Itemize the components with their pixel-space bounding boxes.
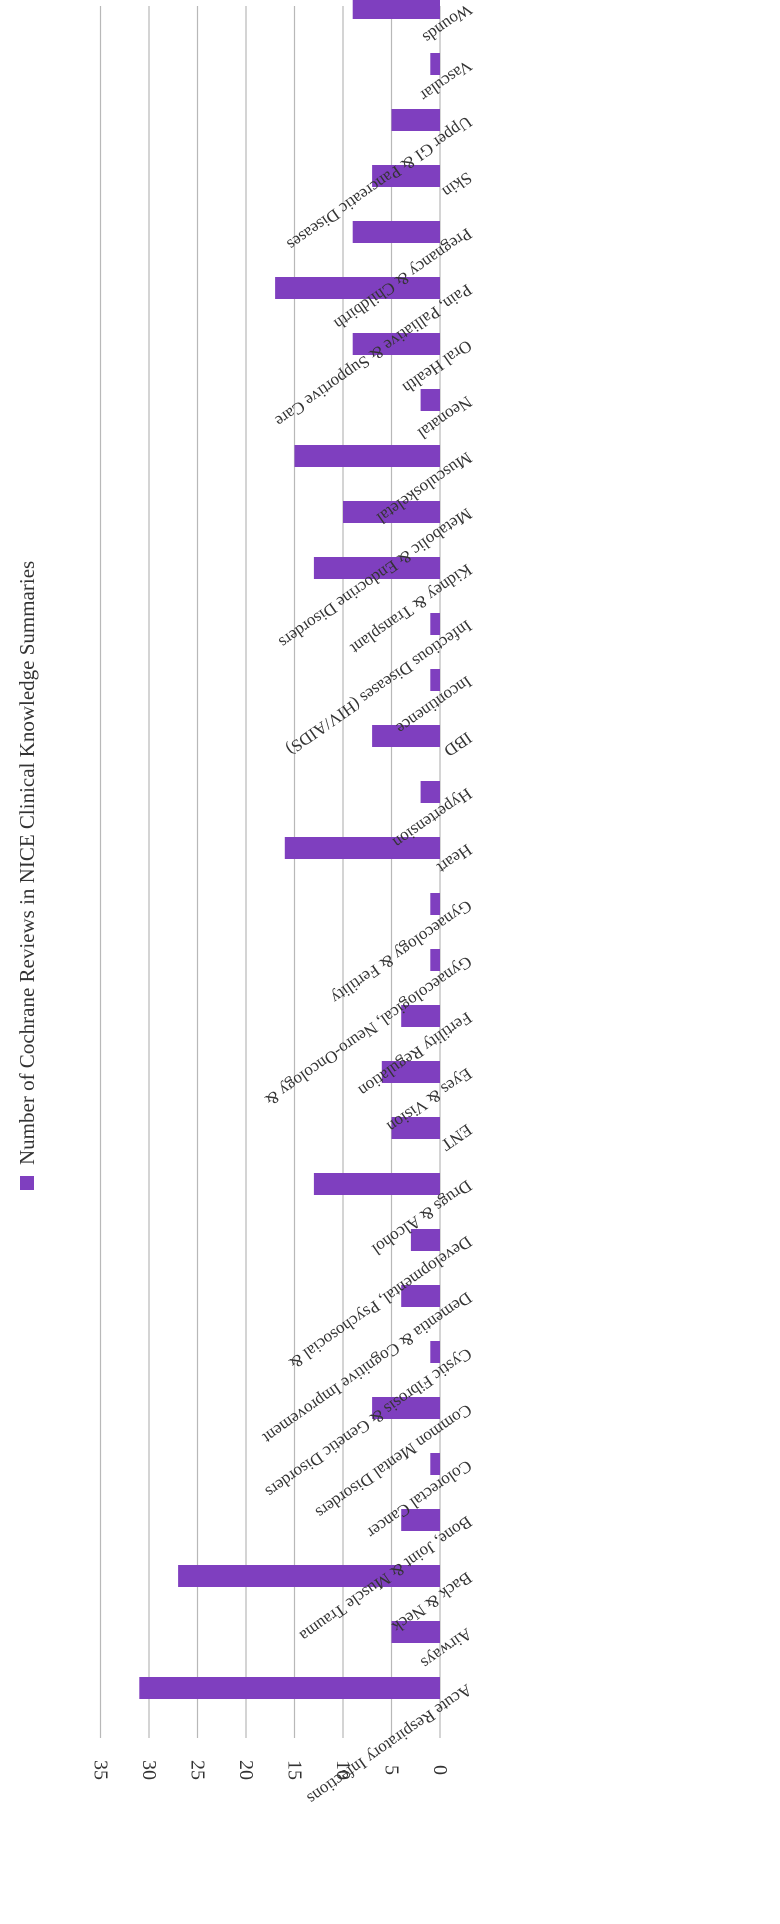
bar xyxy=(372,1397,440,1419)
category-label: ENT xyxy=(437,1120,475,1155)
bar xyxy=(391,1621,440,1643)
bar xyxy=(410,1229,440,1251)
bar xyxy=(401,1005,440,1027)
tick-label: 15 xyxy=(284,1760,306,1780)
tick-label: 30 xyxy=(138,1760,160,1780)
bar xyxy=(372,725,440,747)
tick-label: 0 xyxy=(429,1765,451,1775)
value-axis-tick-labels: 0 5 10 15 20 25 30 35 xyxy=(90,1760,452,1780)
bar xyxy=(391,1117,440,1139)
bar xyxy=(430,613,440,635)
bar xyxy=(420,389,440,411)
bar xyxy=(430,53,440,75)
bar xyxy=(430,1453,440,1475)
bar xyxy=(352,333,440,355)
tick-label: 5 xyxy=(381,1765,403,1775)
bar xyxy=(294,445,440,467)
bar xyxy=(391,109,440,131)
bar xyxy=(313,1173,440,1195)
tick-label: 20 xyxy=(235,1760,257,1780)
tick-label: 35 xyxy=(90,1760,112,1780)
category-label: Skin xyxy=(439,168,476,202)
bar xyxy=(372,165,440,187)
category-labels: Acute Respiratory InfectionsAirwaysBack … xyxy=(259,0,475,1808)
bar xyxy=(420,781,440,803)
bar xyxy=(430,949,440,971)
tick-label: 10 xyxy=(332,1760,354,1780)
bar xyxy=(139,1677,441,1699)
category-label: Acute Respiratory Infections xyxy=(304,1680,476,1808)
bar xyxy=(178,1565,440,1587)
category-label: Vascular xyxy=(416,56,475,105)
bar xyxy=(401,1285,440,1307)
category-label: IBD xyxy=(441,728,476,760)
legend-label: Number of Cochrane Reviews in NICE Clini… xyxy=(15,561,39,1165)
legend: Number of Cochrane Reviews in NICE Clini… xyxy=(15,561,39,1190)
bar xyxy=(401,1509,440,1531)
bar xyxy=(275,277,440,299)
category-label: Gynaecology & Fertility xyxy=(327,896,475,1008)
bar xyxy=(352,221,440,243)
bars xyxy=(139,0,441,1699)
legend-swatch xyxy=(20,1176,34,1190)
tick-label: 25 xyxy=(187,1760,209,1780)
bar xyxy=(352,0,440,19)
bar xyxy=(313,557,440,579)
bar xyxy=(430,893,440,915)
gridlines xyxy=(99,6,441,1738)
bar xyxy=(430,669,440,691)
bar xyxy=(343,501,440,523)
bar xyxy=(381,1061,440,1083)
bar xyxy=(284,837,440,859)
bar xyxy=(430,1341,440,1363)
